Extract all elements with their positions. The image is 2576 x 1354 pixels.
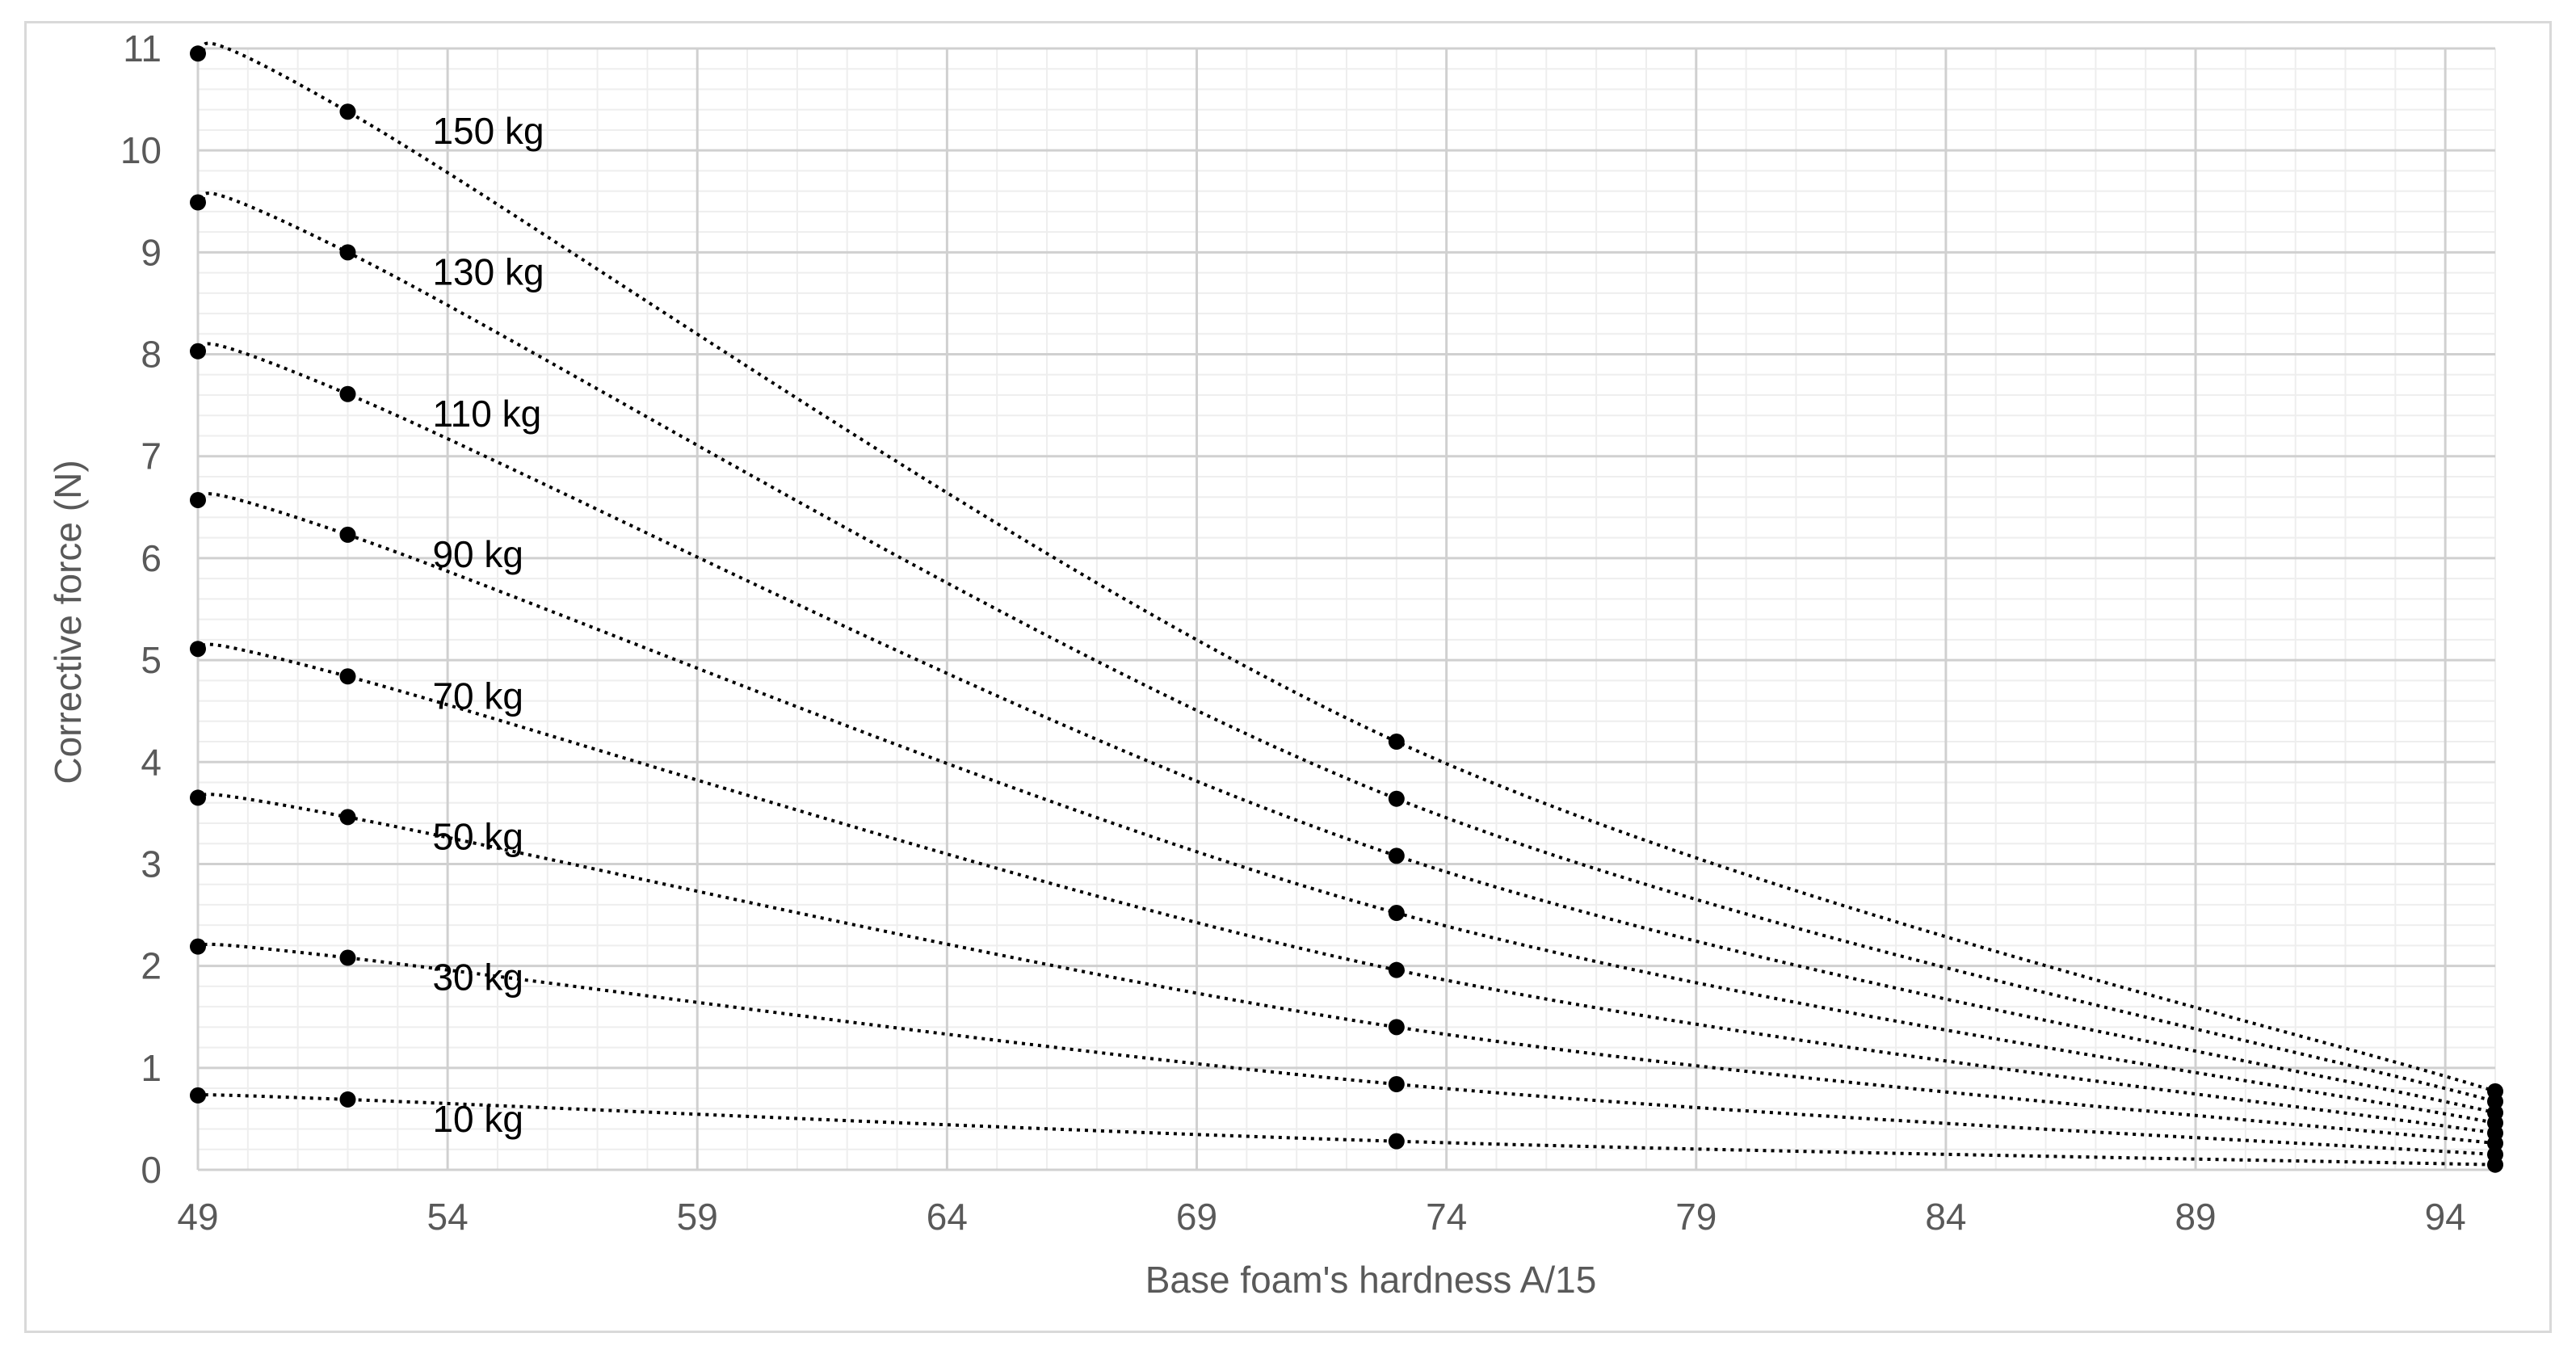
series-line bbox=[197, 492, 2496, 1125]
x-axis-tick-labels: 49 54 59 64 69 74 79 84 89 94 bbox=[177, 1196, 2465, 1238]
data-point bbox=[2487, 1156, 2503, 1173]
data-point bbox=[339, 526, 356, 543]
x-tick-label: 74 bbox=[1426, 1196, 1467, 1238]
y-tick-label: 7 bbox=[141, 435, 162, 477]
x-tick-label: 59 bbox=[677, 1196, 718, 1238]
data-point bbox=[339, 949, 356, 966]
series-line bbox=[197, 1093, 2496, 1167]
major-gridlines bbox=[196, 47, 2495, 1171]
data-point bbox=[190, 789, 206, 806]
minor-gridlines bbox=[197, 48, 2496, 1171]
data-point bbox=[190, 343, 206, 360]
x-tick-label: 54 bbox=[427, 1196, 469, 1238]
x-tick-label: 64 bbox=[927, 1196, 968, 1238]
series-label: 70 kg bbox=[432, 675, 523, 717]
data-point bbox=[339, 809, 356, 826]
data-point bbox=[1388, 1076, 1405, 1093]
series-label: 90 kg bbox=[432, 533, 523, 575]
series-label: 110 kg bbox=[432, 393, 541, 435]
x-tick-label: 49 bbox=[177, 1196, 218, 1238]
x-tick-label: 79 bbox=[1675, 1196, 1717, 1238]
series-line bbox=[197, 942, 2496, 1157]
series-lines bbox=[197, 41, 2496, 1167]
y-tick-label: 8 bbox=[141, 334, 162, 376]
series-labels: 150 kg 130 kg 110 kg 90 kg 70 kg 50 kg 30 kg 10… bbox=[432, 110, 544, 1140]
y-tick-label: 0 bbox=[141, 1149, 162, 1191]
series-line bbox=[197, 342, 2496, 1115]
y-tick-label: 10 bbox=[120, 129, 162, 171]
series-markers bbox=[190, 45, 2503, 1173]
x-tick-label: 89 bbox=[2175, 1196, 2216, 1238]
y-tick-label: 3 bbox=[141, 843, 162, 885]
series-label: 30 kg bbox=[432, 957, 523, 999]
data-point bbox=[339, 385, 356, 402]
series-line bbox=[197, 191, 2496, 1104]
series-label: 10 kg bbox=[432, 1098, 523, 1140]
data-point bbox=[1388, 905, 1405, 922]
series-label: 50 kg bbox=[432, 815, 523, 857]
y-tick-label: 6 bbox=[141, 537, 162, 579]
data-point bbox=[339, 668, 356, 685]
data-point bbox=[1388, 790, 1405, 807]
y-tick-label: 1 bbox=[141, 1047, 162, 1089]
y-tick-label: 11 bbox=[123, 27, 162, 69]
data-point bbox=[190, 641, 206, 658]
data-point bbox=[1388, 1133, 1405, 1150]
y-tick-label: 9 bbox=[141, 231, 162, 273]
data-point bbox=[1388, 1019, 1405, 1036]
data-point bbox=[190, 491, 206, 508]
data-point bbox=[190, 194, 206, 211]
y-axis-tick-labels: 0 1 2 3 4 5 6 7 8 9 10 11 bbox=[120, 27, 162, 1191]
y-tick-label: 4 bbox=[141, 741, 162, 783]
series-line bbox=[197, 642, 2496, 1135]
data-point bbox=[339, 244, 356, 261]
data-point bbox=[190, 1087, 206, 1104]
data-point bbox=[190, 938, 206, 955]
data-point bbox=[339, 103, 356, 120]
y-tick-label: 2 bbox=[141, 945, 162, 987]
x-tick-label: 69 bbox=[1176, 1196, 1217, 1238]
y-axis-title: Corrective force (N) bbox=[47, 460, 89, 784]
series-label: 130 kg bbox=[432, 250, 544, 292]
data-point bbox=[1388, 961, 1405, 978]
data-point bbox=[2487, 1093, 2503, 1110]
series-line bbox=[197, 793, 2496, 1146]
x-axis-title: Base foam's hardness A/15 bbox=[1145, 1259, 1597, 1301]
series-line bbox=[197, 41, 2496, 1093]
data-point bbox=[2487, 1135, 2503, 1152]
data-point bbox=[1388, 847, 1405, 864]
x-tick-label: 94 bbox=[2425, 1196, 2466, 1238]
data-point bbox=[339, 1091, 356, 1108]
chart-frame bbox=[24, 21, 2552, 1333]
y-tick-label: 5 bbox=[141, 639, 162, 681]
x-tick-label: 84 bbox=[1925, 1196, 1966, 1238]
series-label: 150 kg bbox=[432, 110, 544, 152]
data-point bbox=[1388, 734, 1405, 751]
data-point bbox=[190, 45, 206, 62]
